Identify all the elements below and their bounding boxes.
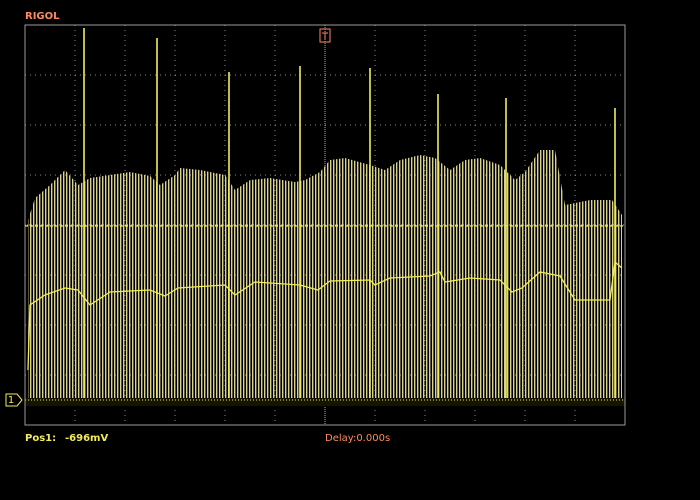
channel-marker: 1 [5, 393, 23, 407]
position-label: Pos1: [25, 433, 56, 444]
channel-number: 1 [8, 395, 14, 406]
brand: RIGOL [25, 11, 60, 22]
trigger-position-marker [319, 28, 331, 43]
position-value: -696mV [65, 433, 108, 444]
waveform [25, 28, 625, 406]
delay: Delay:0.000s [325, 433, 390, 444]
plot-border [24, 24, 626, 426]
